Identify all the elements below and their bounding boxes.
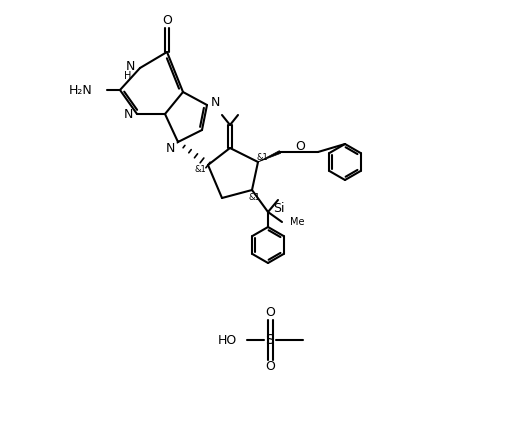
- Text: O: O: [162, 15, 172, 28]
- Text: N: N: [211, 96, 220, 110]
- Text: &1: &1: [256, 153, 268, 162]
- Text: Si: Si: [273, 203, 284, 215]
- Text: H₂N: H₂N: [69, 83, 93, 96]
- Text: O: O: [265, 307, 275, 319]
- Text: N: N: [166, 141, 175, 154]
- Text: HO: HO: [218, 334, 237, 347]
- Text: N: N: [125, 59, 135, 73]
- Text: O: O: [265, 360, 275, 374]
- Text: Me: Me: [290, 217, 304, 227]
- Text: &1: &1: [194, 166, 206, 175]
- Text: O: O: [295, 139, 305, 153]
- Text: S: S: [266, 333, 274, 347]
- Text: &1: &1: [248, 194, 260, 203]
- Text: H: H: [124, 71, 132, 81]
- Polygon shape: [258, 150, 280, 162]
- Text: N: N: [123, 108, 133, 120]
